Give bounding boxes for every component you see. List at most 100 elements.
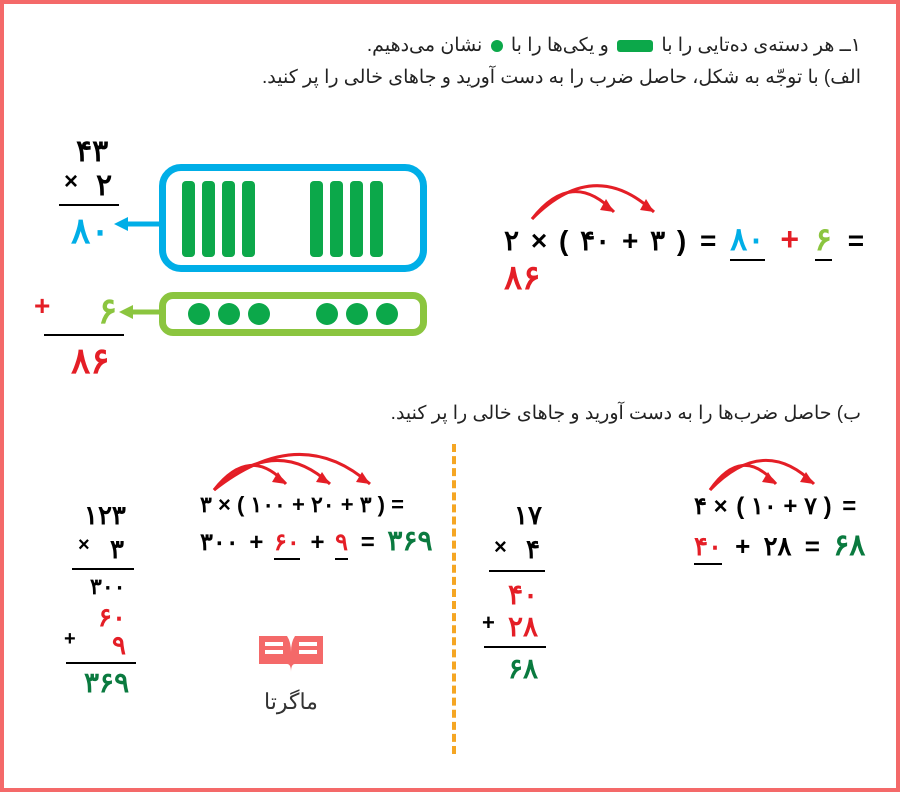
dot-icon	[491, 40, 503, 52]
intro-line-2: الف) با توجّه به شکل، حاصل ضرب را به دست…	[262, 66, 861, 89]
t: =	[799, 531, 826, 561]
eq-j: +	[772, 221, 807, 257]
p2-300: ۳۰۰	[90, 574, 125, 600]
p2-n123: ۱۲۳	[84, 500, 126, 531]
eq-i: ۸۰	[730, 221, 764, 261]
tens-bar	[350, 181, 363, 257]
eq-l: =	[840, 225, 872, 256]
t: =	[391, 492, 404, 517]
t: +	[245, 529, 267, 556]
tens-bar	[222, 181, 235, 257]
t: ۳	[200, 492, 212, 517]
eq-d: ۴۰	[576, 225, 614, 256]
column-separator	[452, 444, 456, 754]
part-b: ب) حاصل ضرب‌ها را به دست آورید و جاهای خ…	[391, 402, 861, 425]
eq-e: +	[622, 225, 638, 256]
v-80: ۸۰	[71, 210, 110, 252]
v-n43: ۴۳	[76, 134, 108, 169]
green-box	[159, 292, 427, 336]
red-arcs-eq1	[504, 174, 704, 224]
t: +	[783, 493, 797, 520]
eq-f: ۳	[646, 225, 669, 256]
hline	[66, 662, 136, 664]
eq-a: ۲	[504, 225, 519, 256]
txt: نشان می‌دهیم.	[367, 35, 482, 56]
v-6: ۶	[98, 290, 117, 332]
p2-eq-line2: ۳۰۰ + ۶۰ + ۹ = ۳۶۹	[200, 524, 433, 557]
p2-9: ۹	[112, 630, 126, 661]
tens-bar	[330, 181, 343, 257]
t: ۲۸	[764, 531, 792, 561]
eq1: ۲ × ( ۴۰ + ۳ ) = ۸۰ + ۶ = ۸۶	[504, 220, 896, 298]
eq-h: =	[694, 225, 722, 256]
logo-text: ماگرتا	[249, 689, 333, 715]
t: +	[341, 492, 354, 517]
v-plus: +	[34, 290, 50, 322]
red-arcs-p1	[694, 448, 854, 494]
t: ۴	[694, 493, 707, 520]
blue-box	[159, 164, 427, 272]
hline	[72, 568, 134, 570]
p2-369: ۳۶۹	[84, 666, 129, 699]
logo: ماگرتا	[249, 624, 333, 715]
txt: و یکی‌ها را با	[511, 35, 609, 56]
t: (	[734, 493, 744, 520]
t: =	[838, 493, 860, 520]
t: ۷	[804, 493, 817, 520]
p1-40: ۴۰	[508, 578, 538, 611]
ones-dot	[248, 303, 270, 325]
t: ۳۰۰	[200, 529, 239, 556]
t: ۱۰۰	[250, 492, 285, 517]
book-icon	[249, 624, 333, 680]
eq-b: ×	[527, 225, 551, 256]
tens-bar	[242, 181, 255, 257]
p1-eq: ۴ × ( ۱۰ + ۷ ) =	[694, 492, 860, 521]
arrow-green	[119, 302, 164, 322]
ones-dot	[316, 303, 338, 325]
ones-dot	[376, 303, 398, 325]
t: ۳	[360, 492, 372, 517]
t: +	[292, 492, 305, 517]
t: (	[237, 492, 244, 517]
t: ۴۰	[694, 531, 722, 565]
p1-n4: ۴	[526, 534, 540, 565]
t: +	[306, 529, 328, 556]
tens-bar	[202, 181, 215, 257]
hline	[484, 646, 546, 648]
t: ×	[218, 492, 231, 517]
txt: ۱ــ هر دسته‌ی ده‌تایی را با	[661, 35, 861, 56]
hline	[44, 334, 124, 336]
t: ۶۰	[274, 529, 300, 560]
t: )	[824, 493, 832, 520]
v-mult: ×	[64, 168, 78, 196]
p2-n3: ۳	[110, 534, 124, 565]
p1-mult: ×	[494, 534, 507, 560]
ones-dot	[218, 303, 240, 325]
t: ۹	[335, 529, 348, 560]
p2-60: ۶۰	[98, 602, 126, 633]
p2-eq-line1: ۳ × ( ۱۰۰ + ۲۰ + ۳ ) =	[200, 492, 404, 518]
hline	[59, 204, 119, 206]
tens-bar	[310, 181, 323, 257]
t: ×	[714, 493, 728, 520]
p2-plus: +	[64, 628, 76, 651]
t: =	[355, 529, 381, 556]
arrow-blue	[114, 214, 164, 234]
t: )	[378, 492, 385, 517]
hline	[489, 570, 545, 572]
v-86: ۸۶	[71, 340, 110, 382]
tens-bar	[182, 181, 195, 257]
bar-icon	[617, 40, 653, 52]
p1-68: ۶۸	[508, 652, 538, 685]
p1-28: ۲۸	[508, 610, 538, 643]
p1-plus: +	[482, 610, 495, 636]
ones-dot	[188, 303, 210, 325]
tens-bar	[370, 181, 383, 257]
p1-n17: ۱۷	[514, 500, 542, 531]
eq-c: (	[559, 225, 568, 256]
intro-line-1: ۱ــ هر دسته‌ی ده‌تایی را با و یکی‌ها را …	[367, 34, 861, 57]
t: ۲۰	[311, 492, 335, 517]
eq-k: ۶	[815, 221, 832, 261]
t: ۶۸	[833, 529, 865, 562]
t: +	[729, 531, 756, 561]
